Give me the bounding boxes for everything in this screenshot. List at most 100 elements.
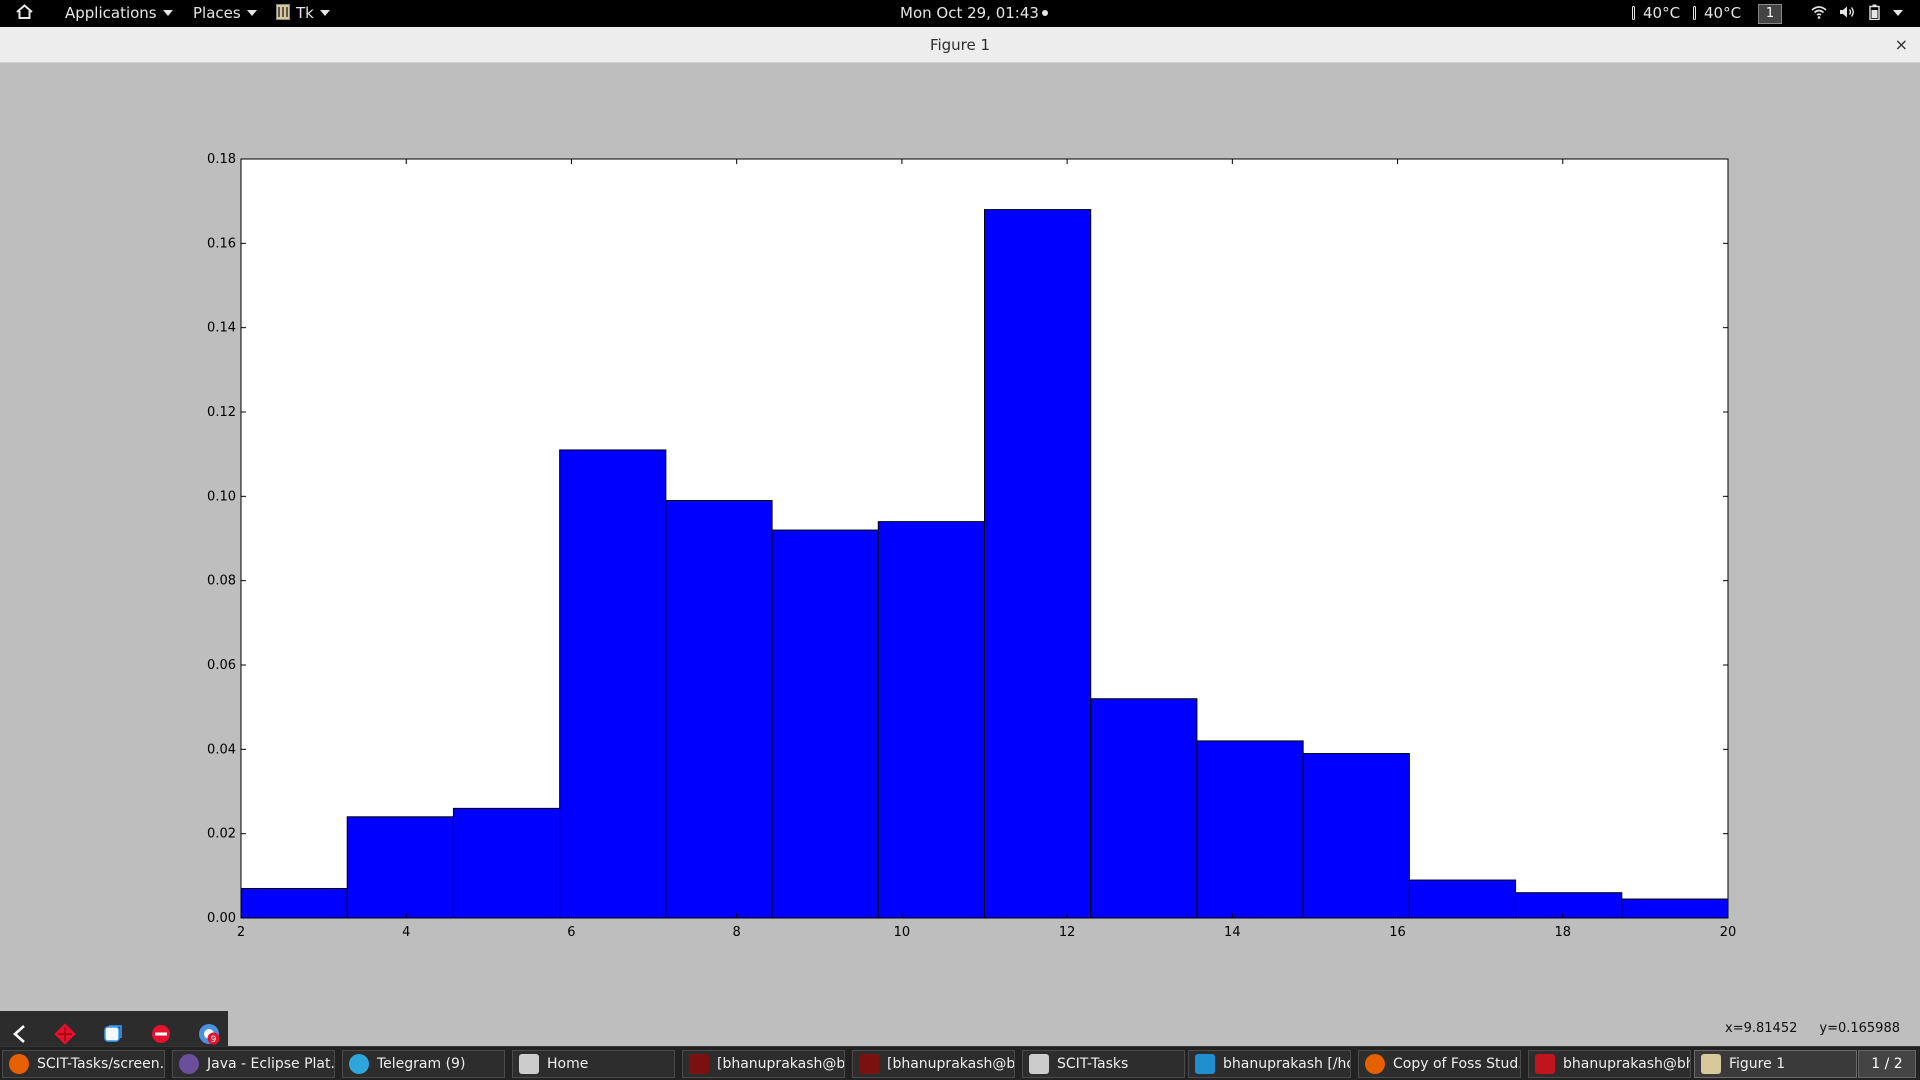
x-tick-label: 4 xyxy=(402,925,410,940)
task-item[interactable]: SCIT-Tasks/screen... xyxy=(2,1050,165,1078)
figure-canvas[interactable]: 2 4 6 8 10 12 14 16 18 20 0.00 0.02 0.04 0.06 0.08 0.10… xyxy=(0,63,1920,1011)
y-tick-label: 0.02 xyxy=(207,827,236,842)
chevron-down-icon xyxy=(246,9,257,16)
thermometer-icon xyxy=(1632,5,1635,20)
task-label: SCIT-Tasks xyxy=(1057,1056,1129,1072)
places-menu[interactable]: Places xyxy=(193,0,257,27)
applications-label: Applications xyxy=(65,4,157,22)
task-label: Copy of Foss Stud... xyxy=(1393,1056,1521,1072)
clock-label: Mon Oct 29, 01:43 xyxy=(900,4,1039,22)
histogram-bar xyxy=(771,529,879,919)
x-tick-label: 20 xyxy=(1720,925,1737,940)
histogram-bar xyxy=(346,816,454,919)
task-item[interactable]: [bhanuprakash@b... xyxy=(682,1050,845,1078)
temperature-indicator-1[interactable]: 40°C xyxy=(1632,0,1680,27)
histogram-bar xyxy=(1515,892,1623,919)
clock[interactable]: Mon Oct 29, 01:43 xyxy=(900,0,1048,27)
task-label: bhanuprakash [/ho... xyxy=(1223,1056,1350,1072)
task-item[interactable]: Home xyxy=(512,1050,675,1078)
window-title: Figure 1 xyxy=(929,36,991,54)
window-titlebar[interactable]: Figure 1 × xyxy=(0,27,1920,63)
task-label: Home xyxy=(547,1056,589,1072)
task-item-active[interactable]: Figure 1 xyxy=(1694,1050,1857,1078)
workspace-indicator[interactable]: 1 xyxy=(1758,0,1782,27)
temperature-indicator-2[interactable]: 40°C xyxy=(1693,0,1741,27)
task-label: bhanuprakash@bh... xyxy=(1563,1056,1690,1072)
y-tick-label: 0.12 xyxy=(207,405,236,420)
y-tick-label: 0.08 xyxy=(207,574,236,589)
places-label: Places xyxy=(193,4,241,22)
terminal-icon xyxy=(1535,1054,1555,1074)
histogram-bar xyxy=(1196,740,1304,919)
battery-icon[interactable] xyxy=(1869,0,1880,27)
y-tick-label: 0.06 xyxy=(207,658,236,673)
y-tick-label: 0.10 xyxy=(207,489,236,504)
histogram-bar xyxy=(877,521,985,919)
wifi-icon[interactable] xyxy=(1811,0,1827,27)
histogram-bar xyxy=(1302,753,1410,919)
y-tick-label: 0.04 xyxy=(207,742,236,757)
y-tick-label: 0.18 xyxy=(207,152,236,167)
x-tick-label: 12 xyxy=(1059,925,1076,940)
move-icon[interactable] xyxy=(45,1011,85,1057)
task-item[interactable]: bhanuprakash [/ho... xyxy=(1188,1050,1351,1078)
terminal-icon xyxy=(689,1054,709,1074)
task-label: SCIT-Tasks/screen... xyxy=(37,1056,165,1072)
cursor-coordinates: x=9.81452 y=0.165988 xyxy=(1703,1011,1900,1046)
temperature-label: 40°C xyxy=(1643,4,1681,22)
histogram-bar xyxy=(452,807,561,919)
save-badge: 9 xyxy=(211,1035,217,1045)
y-tick-label: 0.00 xyxy=(207,911,236,926)
task-item[interactable]: Java - Eclipse Plat... xyxy=(172,1050,335,1078)
y-tick-label: 0.14 xyxy=(207,321,236,336)
histogram-bar xyxy=(984,209,1092,919)
histogram-chart: 2 4 6 8 10 12 14 16 18 20 0.00 0.02 0.04 0.06 0.08 0.10… xyxy=(207,152,1737,940)
terminal-icon xyxy=(859,1054,879,1074)
histogram-bar xyxy=(559,449,667,919)
eclipse-icon xyxy=(179,1054,199,1074)
x-tick-label: 2 xyxy=(237,925,245,940)
configure-icon[interactable] xyxy=(141,1011,181,1057)
home-icon[interactable] xyxy=(16,0,33,27)
plot-frame xyxy=(240,158,1729,919)
temperature-label: 40°C xyxy=(1704,4,1742,22)
tk-icon xyxy=(276,3,290,20)
save-icon[interactable]: 9 xyxy=(189,1011,229,1057)
x-tick-label: 16 xyxy=(1389,925,1406,940)
task-label: Telegram (9) xyxy=(377,1056,466,1072)
task-item[interactable]: bhanuprakash@bh... xyxy=(1528,1050,1691,1078)
task-label: [bhanuprakash@b... xyxy=(717,1056,845,1072)
workspace-number: 1 xyxy=(1758,3,1782,24)
histogram-bar xyxy=(240,887,348,919)
app-menu[interactable]: Tk xyxy=(276,0,330,27)
applications-menu[interactable]: Applications xyxy=(65,0,173,27)
task-item[interactable]: Telegram (9) xyxy=(342,1050,505,1078)
y-coordinate: y=0.165988 xyxy=(1819,1021,1900,1036)
chevron-down-icon[interactable] xyxy=(1893,0,1903,27)
telegram-icon xyxy=(349,1054,369,1074)
folder-icon xyxy=(519,1054,539,1074)
x-coordinate: x=9.81452 xyxy=(1725,1021,1798,1036)
chevron-down-icon xyxy=(162,9,173,16)
task-item[interactable]: [bhanuprakash@b... xyxy=(852,1050,1015,1078)
notification-dot-icon xyxy=(1041,9,1048,16)
back-icon[interactable] xyxy=(0,1011,40,1057)
taskbar: SCIT-Tasks/screen... Java - Eclipse Plat… xyxy=(0,1046,1920,1080)
y-tick-label: 0.16 xyxy=(207,236,236,251)
x-tick-label: 8 xyxy=(733,925,741,940)
histogram-bar xyxy=(1621,898,1729,919)
firefox-icon xyxy=(1365,1054,1385,1074)
task-item[interactable]: Copy of Foss Stud... xyxy=(1358,1050,1521,1078)
task-label: Java - Eclipse Plat... xyxy=(207,1056,335,1072)
x-tick-label: 18 xyxy=(1555,925,1572,940)
histogram-bar xyxy=(665,500,773,919)
x-tick-label: 14 xyxy=(1224,925,1241,940)
task-item[interactable]: SCIT-Tasks xyxy=(1022,1050,1185,1078)
app-menu-label: Tk xyxy=(296,4,314,22)
histogram-bar xyxy=(1408,879,1517,919)
close-icon[interactable]: × xyxy=(1894,35,1908,54)
volume-icon[interactable] xyxy=(1839,0,1856,27)
zoom-icon[interactable] xyxy=(93,1011,133,1057)
x-tick-label: 10 xyxy=(894,925,911,940)
workspace-pager[interactable]: 1 / 2 xyxy=(1858,1050,1916,1078)
